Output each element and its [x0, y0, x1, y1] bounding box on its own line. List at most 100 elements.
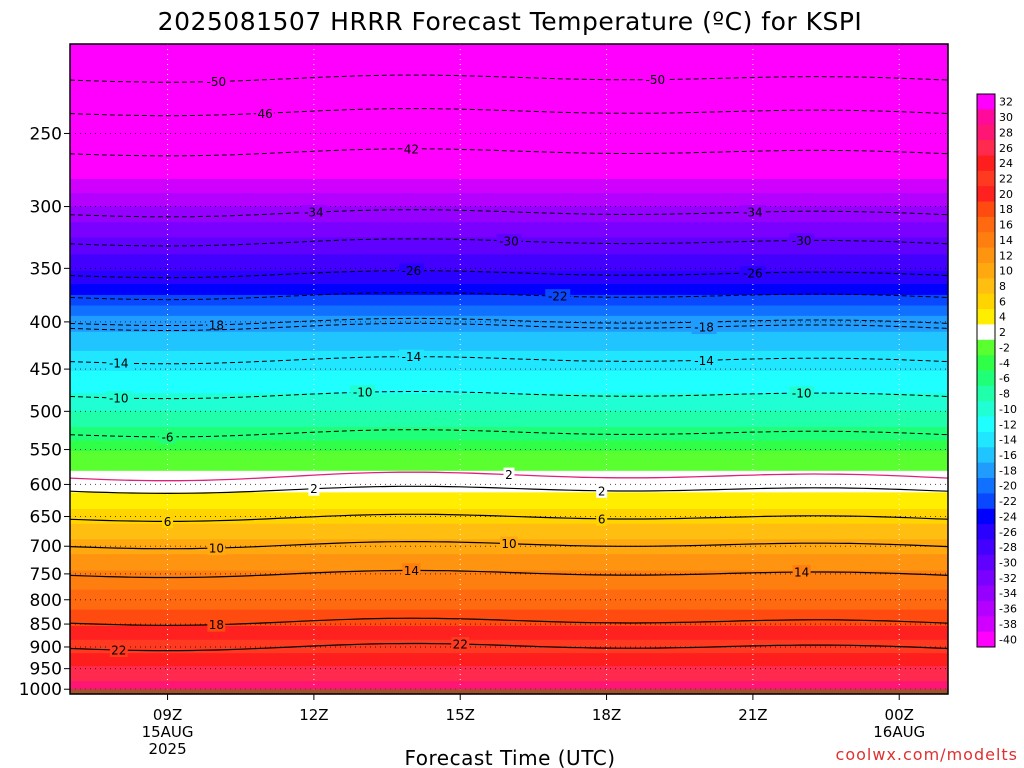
field-band [70, 554, 948, 556]
field-band [70, 573, 948, 576]
field-band [70, 483, 948, 486]
colorbar-label: -2 [999, 341, 1010, 354]
field-band [70, 452, 948, 455]
field-band [70, 439, 948, 442]
field-band [70, 616, 948, 619]
field-band [70, 501, 948, 504]
contour-label-bg [256, 106, 275, 121]
contour-label-bg [158, 429, 177, 444]
field-band [70, 448, 948, 451]
field-band [70, 331, 948, 335]
field-band [70, 82, 948, 87]
field-band [70, 446, 948, 449]
field-band [70, 591, 948, 594]
field-band [70, 686, 948, 689]
colorbar-label: 30 [999, 111, 1013, 124]
contour-dashed [69, 429, 949, 438]
field-band [70, 120, 948, 125]
x-tick-label: 00Z [885, 706, 914, 724]
field-band [70, 570, 948, 573]
field-band [70, 456, 948, 459]
colorbar-label: -8 [999, 388, 1010, 401]
field-band [70, 251, 948, 255]
contour-solid [69, 513, 949, 522]
field-band [70, 288, 948, 292]
contour-dashed [69, 108, 949, 117]
field-band [70, 398, 948, 401]
field-band [70, 419, 948, 422]
field-band [70, 313, 948, 317]
colorbar-label: -20 [999, 480, 1017, 493]
field-band [70, 136, 948, 141]
colorbar-label: 4 [999, 311, 1006, 324]
field-band [70, 680, 948, 682]
field-band [70, 436, 948, 439]
colorbar-label: 32 [999, 96, 1013, 109]
colorbar-label: -18 [999, 464, 1017, 477]
contour-label: -14 [402, 350, 422, 364]
field-band [70, 44, 948, 49]
field-band [70, 569, 948, 572]
colorbar-label: 24 [999, 157, 1013, 170]
colorbar-label: -16 [999, 449, 1017, 462]
field-band [70, 646, 948, 649]
field-band [70, 361, 948, 365]
field-band [70, 327, 948, 331]
contour-label: -50 [207, 75, 227, 89]
y-tick-label: 750 [30, 565, 62, 585]
field-band [70, 290, 948, 294]
x-tick-label: 09Z [153, 706, 182, 724]
field-band [70, 654, 948, 656]
field-band [70, 254, 948, 258]
field-band [70, 47, 948, 53]
field-band [70, 161, 948, 165]
field-band [70, 646, 948, 648]
field-band [70, 507, 948, 510]
field-band [70, 516, 948, 519]
field-band [70, 381, 948, 384]
colorbar-label: -24 [999, 510, 1017, 523]
field-band [70, 106, 948, 111]
field-band [70, 527, 948, 530]
field-band [70, 627, 948, 630]
field-band [70, 624, 948, 626]
field-band [70, 315, 948, 319]
field-band [70, 458, 948, 461]
colorbar-label: 26 [999, 142, 1013, 155]
field-band [70, 89, 948, 94]
contour-label-bg [106, 391, 132, 406]
field-band [70, 672, 948, 675]
colorbar-swatch [977, 247, 995, 264]
field-band [70, 78, 948, 83]
field-band [70, 383, 948, 386]
field-band [70, 612, 948, 615]
field-band [70, 660, 948, 663]
field-band [70, 493, 948, 496]
field-band [70, 416, 948, 419]
field-band [70, 596, 948, 599]
x-tick-label: 18Z [592, 706, 621, 724]
field-band [70, 608, 948, 611]
field-band [70, 633, 948, 635]
field-band [70, 178, 948, 183]
field-band [70, 195, 948, 200]
field-band [70, 682, 948, 685]
field-band [70, 113, 948, 118]
field-band [70, 59, 948, 65]
field-band [70, 687, 948, 690]
field-band [70, 666, 948, 668]
field-band [70, 679, 948, 681]
field-band [70, 531, 948, 533]
contour-dashed [69, 291, 949, 301]
contour-label: -26 [743, 266, 763, 280]
field-band [70, 319, 948, 323]
field-band [70, 637, 948, 640]
field-band [70, 650, 948, 653]
contour-label: 22 [111, 644, 126, 658]
field-band [70, 505, 948, 508]
field-band [70, 292, 948, 296]
field-band [70, 345, 948, 348]
field-band [70, 585, 948, 588]
field-band [70, 606, 948, 609]
field-band [70, 335, 948, 339]
